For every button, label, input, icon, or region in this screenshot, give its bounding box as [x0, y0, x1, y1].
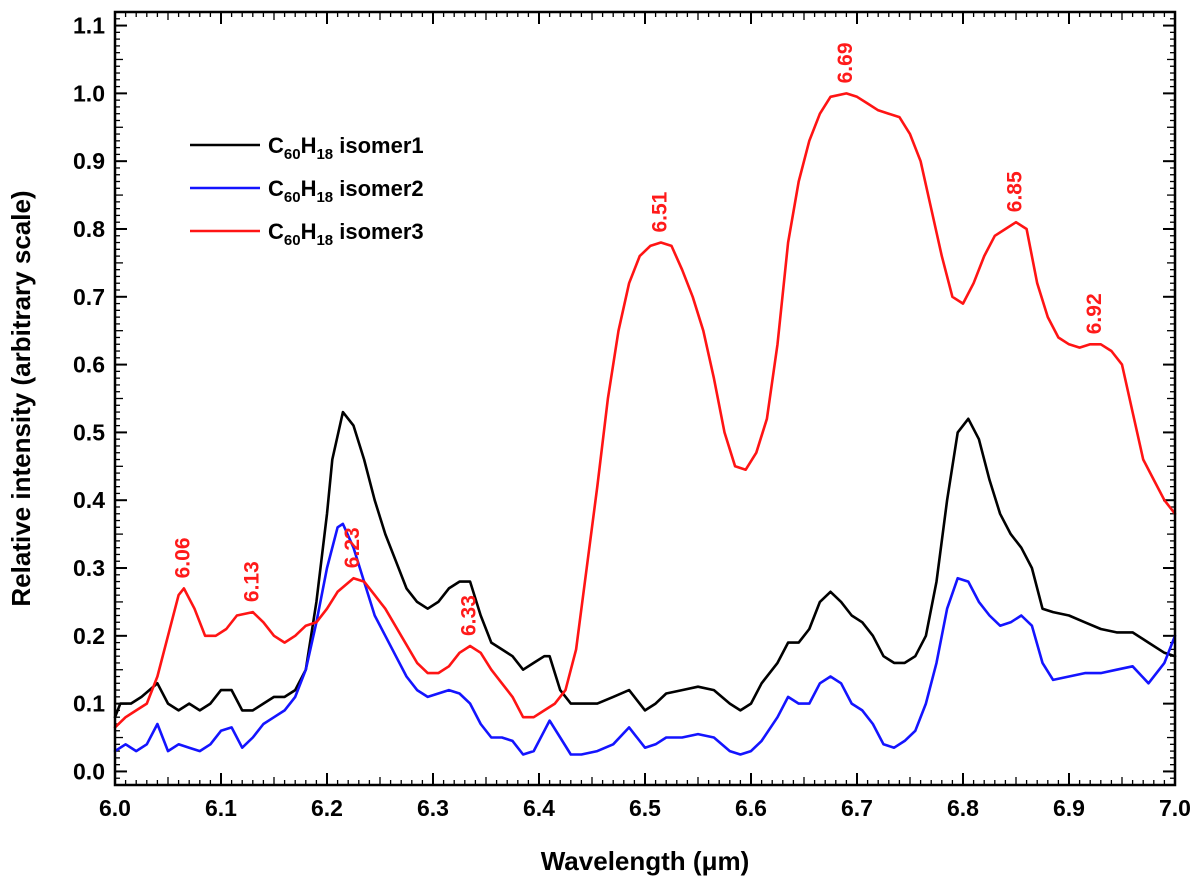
- tick-marks: [114, 11, 1176, 786]
- series-line-isomer3: [113, 92, 1177, 729]
- peak-label: 6.85: [1004, 171, 1027, 212]
- y-tick-label: 0.0: [73, 758, 105, 784]
- legend-text-part: C: [268, 133, 284, 158]
- legend-text-part: H: [301, 219, 317, 244]
- x-tick-label: 6.0: [99, 795, 131, 821]
- legend-text-part: 18: [316, 189, 333, 206]
- x-tick-labels: 6.0 6.1 6.2 6.3 6.4 6.5 6.6 6.7 6.8 6.9 7.0: [99, 795, 1191, 821]
- x-tick-label: 6.9: [1053, 795, 1085, 821]
- x-axis-title-end: ): [741, 846, 750, 876]
- x-tick-label: 6.2: [311, 795, 343, 821]
- y-tick-label: 1.0: [73, 80, 105, 106]
- legend-text-part: C: [268, 219, 284, 244]
- peak-label: 6.06: [171, 537, 194, 578]
- x-axis-title: Wavelength (μm): [541, 846, 750, 876]
- peak-label: 6.33: [458, 595, 481, 636]
- peak-label: 6.69: [834, 42, 857, 83]
- x-tick-label: 6.7: [841, 795, 873, 821]
- plot-frame: [113, 10, 1177, 787]
- legend-label-isomer2: C60H18 isomer2: [268, 176, 424, 206]
- legend-text-part: isomer2: [333, 176, 424, 201]
- peak-annotations: 6.06 6.13 6.23 6.33 6.51 6.69 6.85 6.92: [171, 42, 1106, 636]
- y-tick-label: 0.7: [73, 284, 105, 310]
- legend-text-part: isomer3: [333, 219, 424, 244]
- peak-label: 6.92: [1083, 293, 1106, 334]
- y-tick-labels: 0.0 0.1 0.2 0.3 0.4 0.5 0.6 0.7 0.8 0.9 1.0 1.1: [73, 13, 105, 785]
- y-tick-label: 0.5: [73, 419, 105, 445]
- y-tick-label: 0.2: [73, 623, 105, 649]
- peak-label: 6.23: [341, 527, 364, 568]
- y-tick-label: 0.8: [73, 216, 105, 242]
- peak-label: 6.51: [648, 191, 671, 232]
- x-tick-label: 7.0: [1159, 795, 1191, 821]
- x-axis-title-main: Wavelength (: [541, 846, 702, 876]
- legend-text-part: 60: [284, 146, 301, 163]
- x-tick-label: 6.3: [417, 795, 449, 821]
- x-tick-label: 6.1: [205, 795, 237, 821]
- y-axis-title: Relative intensity (arbitrary scale): [6, 190, 36, 606]
- x-tick-label: 6.4: [523, 795, 555, 821]
- y-tick-label: 0.1: [73, 691, 105, 717]
- peak-label: 6.13: [240, 561, 263, 602]
- legend-label-isomer3: C60H18 isomer3: [268, 219, 424, 249]
- series-line-isomer1: [113, 410, 1177, 719]
- y-tick-label: 0.3: [73, 555, 105, 581]
- y-tick-label: 0.4: [73, 487, 105, 513]
- legend-text-part: H: [301, 176, 317, 201]
- legend-text-part: 60: [284, 189, 301, 206]
- x-tick-label: 6.5: [629, 795, 661, 821]
- series-lines: [113, 92, 1177, 756]
- x-tick-label: 6.6: [735, 795, 767, 821]
- legend-text-part: 18: [316, 146, 333, 163]
- legend-text-part: 18: [316, 232, 333, 249]
- legend-text-part: H: [301, 133, 317, 158]
- x-axis-title-unit: μm: [702, 846, 741, 876]
- legend-text-part: 60: [284, 232, 301, 249]
- legend-text-part: isomer1: [333, 133, 424, 158]
- x-tick-label: 6.8: [947, 795, 979, 821]
- legend-label-isomer1: C60H18 isomer1: [268, 133, 424, 163]
- series-line-isomer2: [113, 522, 1177, 756]
- y-tick-label: 0.6: [73, 352, 105, 378]
- y-tick-label: 1.1: [73, 13, 105, 39]
- legend-text-part: C: [268, 176, 284, 201]
- y-tick-label: 0.9: [73, 148, 105, 174]
